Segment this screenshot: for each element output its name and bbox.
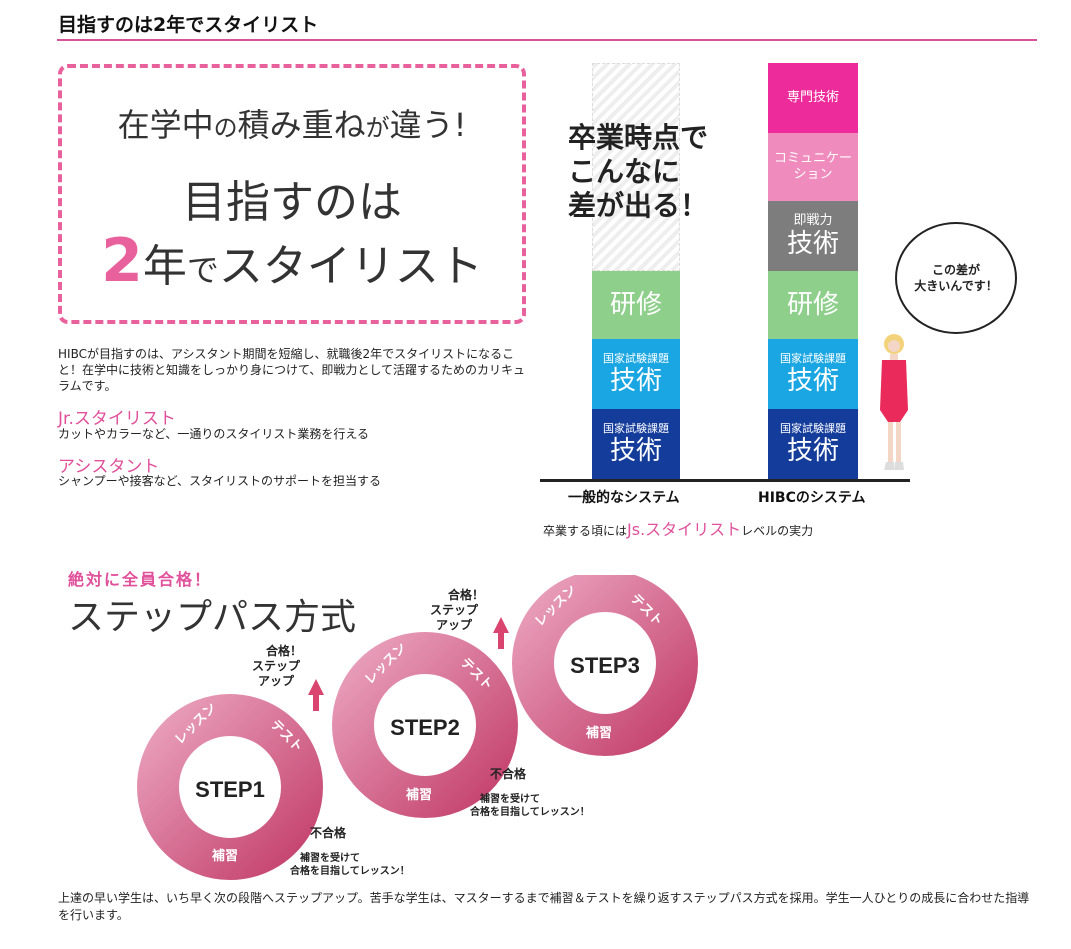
pass-up-label: 合格！ステップアップ <box>252 643 302 688</box>
caption-highlight: Js.スタイリスト <box>627 520 742 539</box>
empty-bar-area <box>592 63 680 271</box>
seg-label: 技術 <box>786 229 839 259</box>
steppass-title: ステップパス方式 <box>68 597 357 638</box>
left-axis-label: 一般的なシステム <box>568 490 680 506</box>
seg-label: 国家試験課題 <box>780 352 846 365</box>
chart-baseline <box>540 479 910 482</box>
step3-ring <box>512 575 698 756</box>
step1-label: STEP1 <box>195 777 265 802</box>
promo-text: が <box>365 114 390 142</box>
promo-line-3: 2年でスタイリスト <box>62 226 522 296</box>
seg-label: 国家試験課題 <box>603 422 669 435</box>
hoshu-label: 補習 <box>585 725 612 741</box>
step2-label: STEP2 <box>390 715 460 740</box>
promo-text: 積み重ね <box>237 106 366 144</box>
fail-label: 不合格 <box>310 825 347 840</box>
woman-illustration <box>880 334 908 470</box>
steppass-description: 上達の早い学生は、いち早く次の段階へステップアップ。苦手な学生は、マスターするま… <box>58 891 1030 922</box>
intro-description: HIBCが目指すのは、アシスタント期間を短縮し、就職後2年でスタイリストになるこ… <box>58 347 526 393</box>
seg-label: 技術 <box>786 436 839 466</box>
role-title-jr-stylist: Jr.スタイリスト <box>58 409 176 429</box>
right-seg-kokka-2: 国家試験課題 技術 <box>768 409 858 479</box>
left-seg-kenshu: 研修 <box>592 271 680 339</box>
promo-line-2: 目指すのは <box>182 177 402 228</box>
seg-label: 研修 <box>786 290 839 320</box>
right-seg-kenshu: 研修 <box>768 271 858 339</box>
step1-ring <box>137 694 323 880</box>
steppass-diagram: STEP1 STEP2 STEP3 レッスン テスト 補習 レッスン テスト 補… <box>137 575 698 880</box>
speech-bubble: この差が 大きいんです！ <box>895 222 1017 334</box>
right-seg-sokusen: 即戦力 技術 <box>768 201 858 271</box>
caption-text: レベルの実力 <box>741 524 814 538</box>
steppass-subtitle: 絶対に全員合格！ <box>68 570 213 589</box>
promo-text: スタイリスト <box>218 241 483 292</box>
chart-caption: 卒業する頃にはJs.スタイリストレベルの実力 <box>543 516 813 540</box>
seg-label: コミュニケーション <box>773 151 852 182</box>
left-seg-kokka-1: 国家試験課題 技術 <box>592 339 680 409</box>
title-divider <box>57 39 1037 41</box>
promo-text: 年 <box>142 241 187 292</box>
section-title: 目指すのは2年でスタイリスト <box>58 14 319 36</box>
seg-label: 国家試験課題 <box>603 352 669 365</box>
hoshu-label: 補習 <box>405 787 432 803</box>
promo-banner: 在学中の積み重ねが違う! 目指すのは 2年でスタイリスト <box>58 64 526 324</box>
promo-text: 在学中 <box>117 106 214 144</box>
seg-label: 国家試験課題 <box>780 422 846 435</box>
promo-number: 2 <box>101 226 143 296</box>
up-arrow-icon <box>308 679 324 711</box>
promo-text: で <box>186 251 219 289</box>
fail-label: 不合格 <box>490 766 527 781</box>
seg-label: 技術 <box>786 366 839 396</box>
step3-label: STEP3 <box>570 653 640 678</box>
comparison-chart: 卒業時点で こんなに 差が出る！ 研修 国家試験課題 技術 国家試験課題 技術 専門… <box>540 55 920 535</box>
role-title-assistant: アシスタント <box>58 457 160 477</box>
role-desc-assistant: シャンプーや接客など、スタイリストのサポートを担当する <box>58 474 382 488</box>
seg-label: 専門技術 <box>786 90 839 105</box>
left-seg-kokka-2: 国家試験課題 技術 <box>592 409 680 479</box>
right-seg-comm: コミュニケーション <box>768 133 858 201</box>
promo-text: 違う! <box>389 106 467 144</box>
retry-label: 補習を受けて合格を目指してレッスン！ <box>289 851 410 877</box>
role-desc-jr-stylist: カットやカラーなど、一通りのスタイリスト業務を行える <box>58 427 370 441</box>
caption-text: 卒業する頃には <box>543 524 628 538</box>
step2-ring <box>332 632 518 818</box>
seg-label: 技術 <box>609 366 662 396</box>
right-axis-label: HIBCのシステム <box>758 490 866 506</box>
pass-up-label: 合格！ステップアップ <box>430 587 484 632</box>
right-seg-senmon: 専門技術 <box>768 63 858 133</box>
seg-label: 研修 <box>609 290 662 320</box>
right-seg-kokka-1: 国家試験課題 技術 <box>768 339 858 409</box>
seg-label: 技術 <box>609 436 662 466</box>
promo-text: の <box>213 114 238 142</box>
promo-line-1: 在学中の積み重ねが違う! <box>62 100 522 146</box>
bubble-text: この差が 大きいんです！ <box>914 263 998 293</box>
retry-label: 補習を受けて合格を目指してレッスン！ <box>469 792 590 818</box>
chart-callout: 卒業時点で こんなに 差が出る！ <box>568 121 709 222</box>
seg-label: 即戦力 <box>793 213 833 228</box>
up-arrow-icon <box>493 617 509 649</box>
hoshu-label: 補習 <box>211 848 238 864</box>
